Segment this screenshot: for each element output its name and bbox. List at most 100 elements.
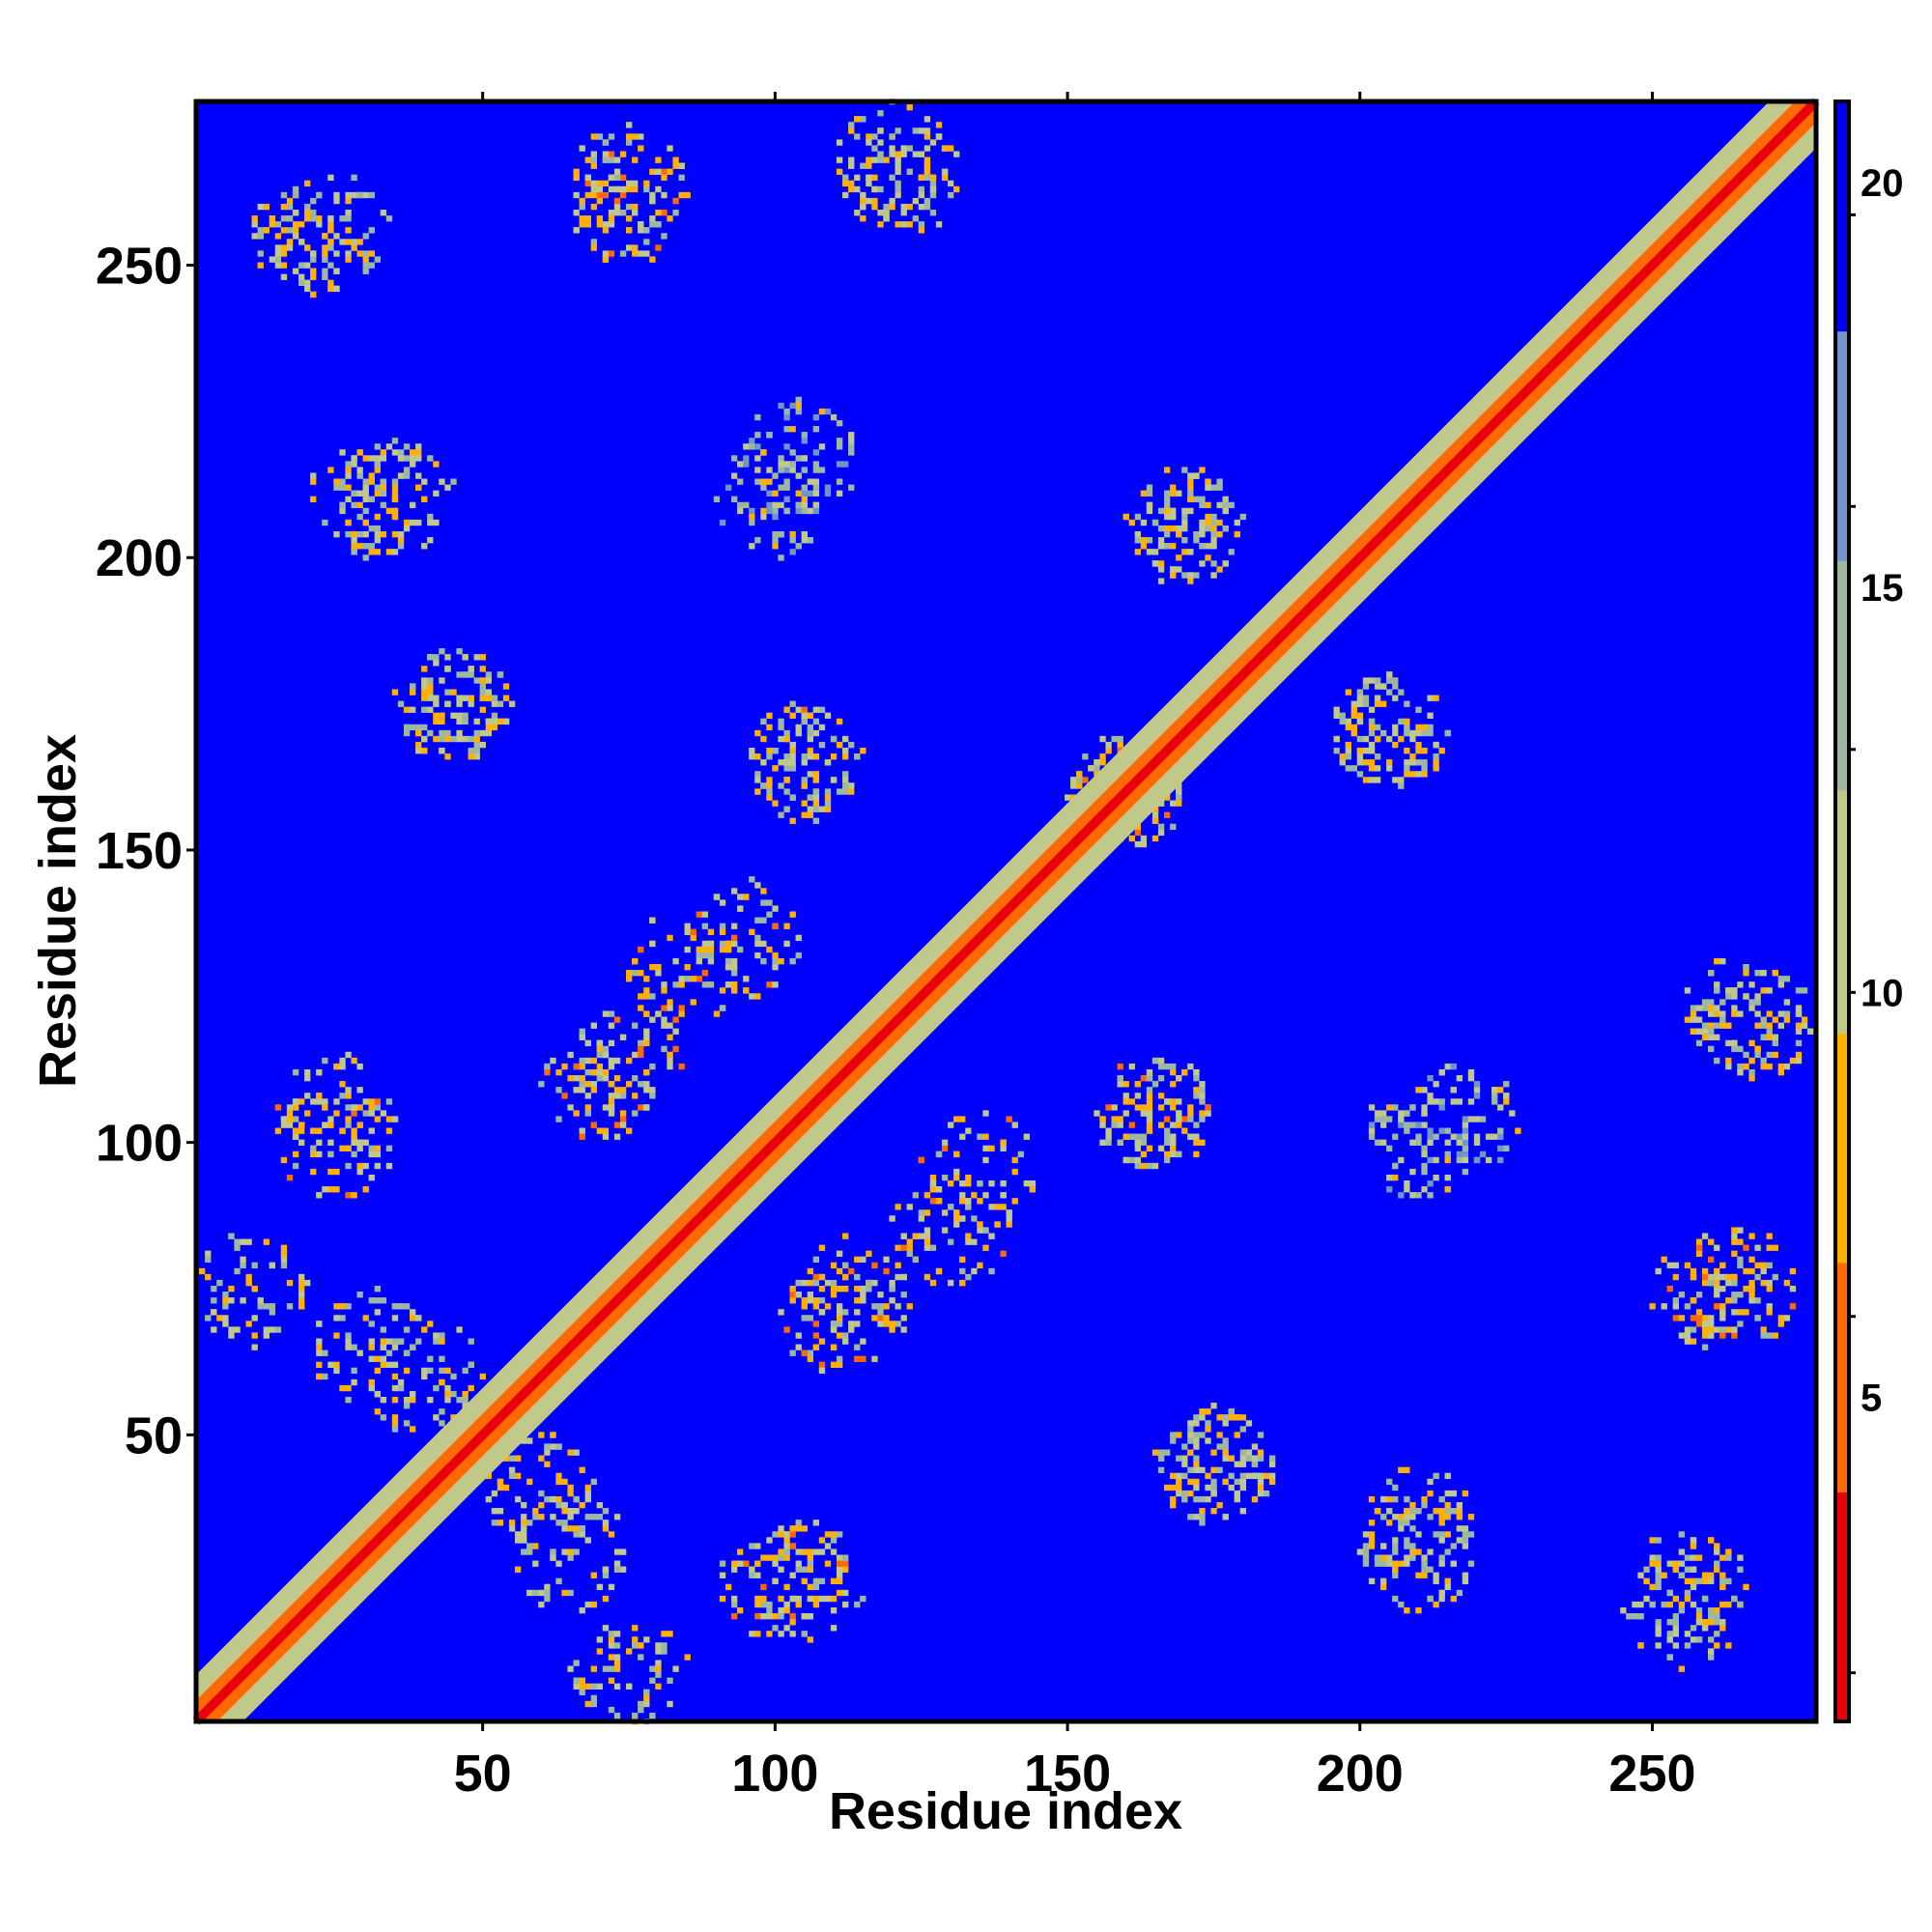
heatmap-cell [1404, 765, 1410, 772]
heatmap-cell [749, 543, 755, 550]
heatmap-cell [362, 507, 369, 515]
heatmap-cell [643, 1087, 650, 1094]
heatmap-cell [269, 1262, 276, 1269]
heatmap-cell [1777, 981, 1784, 988]
colorbar-segment [1835, 938, 1849, 953]
heatmap-cell [883, 1321, 890, 1327]
heatmap-cell [368, 1321, 375, 1327]
colorbar-tick-label: 5 [1861, 1378, 1882, 1420]
heatmap-cell [900, 1273, 907, 1281]
heatmap-cell [1193, 572, 1200, 579]
heatmap-cell [1006, 1215, 1012, 1222]
heatmap-cell [1398, 735, 1405, 743]
heatmap-cell [1216, 484, 1223, 491]
heatmap-cell [1257, 1490, 1264, 1497]
heatmap-cell [1222, 1443, 1229, 1450]
heatmap-cell [1398, 1156, 1405, 1164]
heatmap-cell [596, 221, 604, 228]
heatmap-cell [584, 1093, 591, 1099]
heatmap-cell [468, 1338, 474, 1345]
heatmap-cell [1210, 519, 1217, 526]
heatmap-cell [900, 203, 907, 211]
heatmap-cell [1205, 525, 1211, 532]
heatmap-cell [1170, 1098, 1177, 1105]
heatmap-cell [1666, 1589, 1673, 1597]
heatmap-cell [789, 461, 796, 468]
heatmap-cell [848, 1326, 855, 1333]
heatmap-cell [895, 151, 901, 157]
heatmap-cell [1690, 1338, 1697, 1345]
heatmap-cell [409, 689, 416, 696]
heatmap-cell [807, 1613, 814, 1620]
heatmap-cell [1450, 1543, 1457, 1549]
heatmap-cell [1228, 1455, 1235, 1462]
heatmap-cell [1368, 724, 1376, 731]
heatmap-cell [801, 1279, 808, 1287]
heatmap-cell [567, 1514, 574, 1520]
heatmap-cell [743, 443, 750, 450]
heatmap-cell [1386, 1104, 1393, 1111]
heatmap-cell [841, 753, 849, 760]
colorbar-tick-label: 10 [1861, 972, 1904, 1014]
heatmap-cell [801, 455, 808, 462]
heatmap-cell [1187, 490, 1194, 497]
heatmap-cell [1731, 1292, 1738, 1298]
colorbar-segment [1835, 857, 1849, 872]
heatmap-cell [368, 1110, 375, 1117]
heatmap-cell [462, 695, 469, 701]
heatmap-cell [292, 1068, 299, 1076]
colorbar-segment [1835, 1667, 1849, 1682]
heatmap-cell [854, 1256, 861, 1264]
heatmap-cell [719, 519, 726, 526]
heatmap-cell [1497, 1104, 1504, 1111]
heatmap-cell [841, 191, 849, 199]
heatmap-cell [439, 1338, 445, 1345]
heatmap-cell [684, 1654, 691, 1661]
heatmap-cell [613, 1075, 621, 1082]
heatmap-cell [643, 180, 650, 187]
heatmap-cell [1187, 549, 1194, 555]
heatmap-cell [789, 794, 796, 801]
heatmap-cell [339, 1081, 346, 1088]
heatmap-cell [1146, 1098, 1153, 1105]
heatmap-cell [1415, 1087, 1422, 1094]
heatmap-cell [1146, 1087, 1153, 1094]
heatmap-cell [1766, 1233, 1773, 1239]
heatmap-cell [211, 1297, 217, 1304]
heatmap-cell [619, 151, 627, 157]
heatmap-cell [456, 735, 463, 743]
heatmap-cell [1643, 1595, 1650, 1603]
heatmap-cell [462, 654, 469, 661]
heatmap-cell [1462, 1537, 1469, 1544]
heatmap-cell [1379, 700, 1387, 707]
heatmap-cell [345, 1332, 352, 1339]
heatmap-cell [1392, 1495, 1399, 1503]
heatmap-cell [632, 1075, 639, 1082]
heatmap-cell [1714, 1279, 1720, 1287]
heatmap-cell [339, 1063, 346, 1070]
heatmap-cell [439, 1420, 445, 1427]
heatmap-cell [1140, 1104, 1148, 1111]
heatmap-cell [841, 1262, 849, 1269]
heatmap-cell [1368, 1531, 1376, 1538]
heatmap-cell [508, 1466, 516, 1473]
heatmap-cell [374, 1309, 381, 1316]
heatmap-cell [573, 1531, 580, 1538]
heatmap-cell [778, 718, 784, 725]
heatmap-cell [1163, 513, 1171, 521]
heatmap-cell [1017, 1151, 1024, 1158]
heatmap-cell [368, 496, 375, 503]
heatmap-cell [356, 1350, 363, 1356]
heatmap-cell [1193, 1139, 1200, 1146]
x-tick-label: 250 [1608, 1745, 1695, 1803]
heatmap-cell [836, 419, 843, 427]
heatmap-cell [573, 1063, 580, 1070]
heatmap-cell [1193, 530, 1200, 538]
heatmap-cell [730, 923, 738, 929]
heatmap-cell [783, 1625, 790, 1632]
heatmap-cell [234, 1238, 241, 1245]
heatmap-cell [1187, 1514, 1194, 1520]
heatmap-cell [1777, 1321, 1784, 1327]
heatmap-cell [684, 963, 691, 971]
heatmap-cell [754, 952, 761, 959]
